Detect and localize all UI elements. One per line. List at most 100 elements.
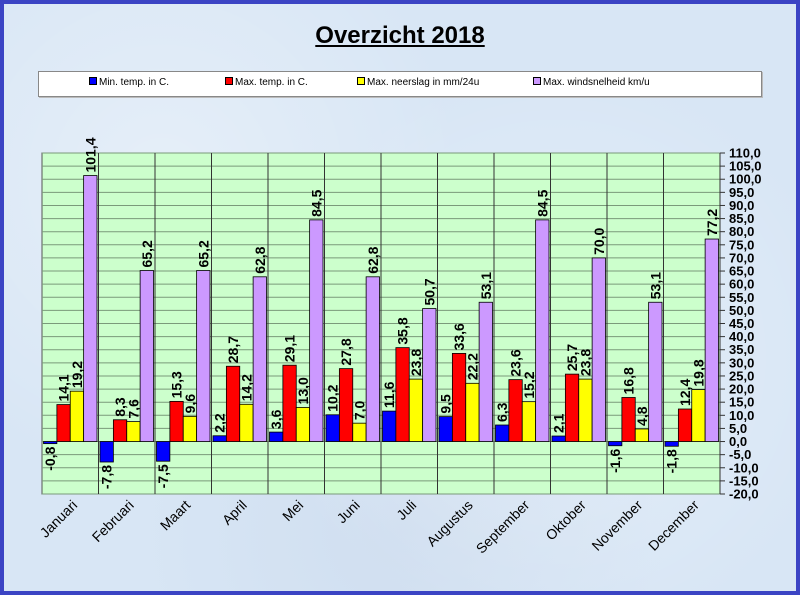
y-tick-label: 25,0 — [729, 368, 754, 383]
y-tick-label: 110,0 — [729, 146, 761, 161]
bar — [465, 382, 480, 442]
data-label: 27,8 — [338, 338, 354, 365]
bar — [551, 435, 566, 442]
data-label: 16,8 — [621, 367, 637, 394]
bar — [382, 410, 397, 442]
y-tick-label: -10,0 — [729, 460, 759, 475]
bar — [438, 416, 453, 442]
y-tick-label: 15,0 — [729, 395, 754, 410]
y-tick-label: -15,0 — [729, 473, 759, 488]
bar — [139, 270, 154, 442]
bar — [156, 441, 171, 462]
chart-legend: Min. temp. in C. Max. temp. in C. Max. n… — [38, 71, 762, 97]
x-tick-label: Juli — [393, 497, 419, 523]
y-tick-label: 100,0 — [729, 172, 762, 187]
data-label: 28,7 — [225, 336, 241, 363]
y-tick-label: 30,0 — [729, 355, 754, 370]
bar — [43, 441, 58, 445]
data-label: 23,8 — [408, 349, 424, 376]
data-label: 35,8 — [395, 317, 411, 344]
data-label: -7,5 — [155, 464, 171, 488]
x-tick-label: September — [473, 497, 533, 557]
data-label: 53,1 — [647, 272, 663, 299]
bar — [239, 403, 254, 442]
legend-label-max-temp: Max. temp. in C. — [235, 77, 308, 88]
data-label: 25,7 — [564, 344, 580, 371]
x-tick-label: Augustus — [423, 497, 476, 550]
bar — [126, 421, 141, 442]
bar — [112, 419, 128, 442]
data-label: 10,2 — [325, 384, 341, 411]
bar — [495, 424, 510, 442]
y-tick-label: 65,0 — [729, 264, 754, 279]
data-label: 2,1 — [551, 413, 567, 433]
bar — [521, 401, 537, 442]
y-tick-label: 35,0 — [729, 342, 754, 357]
bar — [591, 257, 606, 442]
data-label: 8,3 — [112, 397, 128, 417]
data-label: 14,1 — [56, 374, 72, 401]
x-tick-label: Januari — [37, 497, 81, 541]
data-label: 9,5 — [438, 394, 454, 414]
y-tick-label: 10,0 — [729, 408, 754, 423]
y-tick-label: 95,0 — [729, 185, 754, 200]
bar — [634, 428, 650, 442]
data-label: 23,6 — [508, 349, 524, 376]
data-label: 62,8 — [252, 246, 268, 273]
x-tick-label: Maart — [157, 497, 194, 534]
data-label: 13,0 — [295, 377, 311, 404]
bar — [325, 414, 340, 442]
bar — [422, 308, 437, 442]
data-label: 84,5 — [308, 189, 324, 216]
data-label: 77,2 — [704, 209, 720, 236]
data-label: 3,6 — [268, 409, 284, 429]
bar — [309, 219, 324, 442]
data-label: 84,5 — [534, 189, 550, 216]
y-tick-label: 85,0 — [729, 211, 754, 226]
data-label: 50,7 — [421, 278, 437, 305]
bar — [704, 238, 719, 442]
bar — [408, 378, 424, 442]
y-tick-label: 80,0 — [729, 224, 754, 239]
data-label: 12,4 — [677, 379, 693, 406]
bar — [365, 276, 380, 442]
legend-label-min-temp: Min. temp. in C. — [99, 77, 170, 88]
y-tick-label: 50,0 — [729, 303, 754, 318]
legend-swatch-max-wind — [533, 77, 541, 85]
bar — [99, 441, 114, 463]
legend-label-max-wind: Max. windsnelheid km/u — [543, 77, 650, 88]
data-label: -1,6 — [607, 449, 623, 473]
y-tick-label: 105,0 — [729, 159, 762, 174]
bar — [182, 415, 198, 442]
x-tick-label: November — [588, 497, 645, 554]
data-label: 9,6 — [182, 394, 198, 414]
bar — [691, 389, 706, 442]
bar — [648, 301, 663, 442]
bar — [295, 407, 311, 442]
bar — [56, 404, 71, 442]
data-label: 62,8 — [365, 246, 381, 273]
data-label: -1,8 — [664, 449, 680, 473]
y-tick-label: 45,0 — [729, 316, 754, 331]
bar — [338, 368, 354, 442]
bar — [269, 431, 284, 442]
data-label: -0,8 — [42, 446, 58, 470]
legend-swatch-max-temp — [225, 77, 233, 85]
x-tick-label: Oktober — [542, 497, 589, 544]
bar — [677, 408, 693, 442]
legend-swatch-min-temp — [89, 77, 97, 85]
bar — [578, 378, 593, 442]
bar — [478, 301, 493, 442]
x-tick-label: Juni — [333, 497, 362, 526]
data-label: 2,2 — [212, 413, 228, 433]
data-label: 53,1 — [478, 272, 494, 299]
legend-item-max-wind: Max. windsnelheid km/u — [533, 77, 650, 88]
bar — [196, 270, 211, 442]
y-tick-label: -5,0 — [729, 447, 751, 462]
y-tick-label: 5,0 — [729, 421, 747, 436]
y-tick-label: -20,0 — [729, 487, 759, 502]
bar — [352, 422, 367, 442]
y-tick-label: 20,0 — [729, 382, 754, 397]
bar — [83, 175, 98, 442]
data-label: 70,0 — [591, 227, 607, 254]
